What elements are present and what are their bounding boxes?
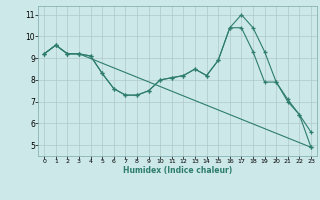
X-axis label: Humidex (Indice chaleur): Humidex (Indice chaleur) [123, 166, 232, 175]
